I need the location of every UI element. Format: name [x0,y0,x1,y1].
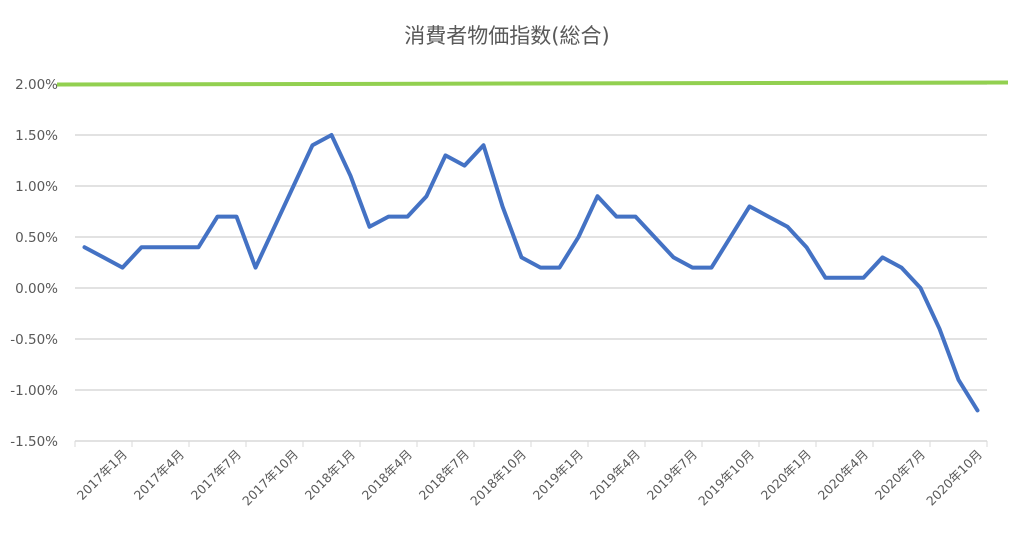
x-tick-label: 2019年4月 [587,447,643,503]
y-tick-label: 0.50% [15,230,58,246]
y-tick-label: 0.00% [15,281,58,297]
x-tick-label: 2018年1月 [302,447,358,503]
y-tick-label: 1.00% [15,179,58,195]
y-tick-label: -1.50% [10,434,58,450]
x-tick-label: 2017年1月 [74,447,130,503]
x-tick-label: 2018年7月 [416,447,472,503]
target-line [56,80,1009,87]
y-tick-label: 1.50% [15,128,58,144]
x-tick-label: 2020年4月 [815,447,871,503]
x-tick-label: 2017年4月 [131,447,187,503]
x-tick-label: 2020年1月 [758,447,814,503]
x-tick-label: 2019年10月 [695,447,757,509]
y-axis-ticks: -1.50% -1.00% -0.50% 0.00% 0.50% 1.00% 1.50% 2.… [10,77,58,450]
y-tick-label: -1.00% [10,383,58,399]
x-tick-label: 2020年7月 [872,447,928,503]
x-tick-label: 2017年10月 [239,447,301,509]
y-tick-label: -0.50% [10,332,58,348]
x-tick-label: 2018年4月 [359,447,415,503]
cpi-series-line [82,133,980,413]
x-tick-label: 2017年7月 [188,447,244,503]
x-tick-label: 2018年10月 [467,447,529,509]
x-tick-label: 2019年1月 [530,447,586,503]
gridlines [75,83,987,442]
x-tick-label: 2020年10月 [923,447,985,509]
y-tick-label: 2.00% [15,77,58,93]
series-layer [56,80,1009,413]
chart-title: 消費者物価指数(総合) [404,24,609,48]
x-tick-label: 2019年7月 [644,447,700,503]
